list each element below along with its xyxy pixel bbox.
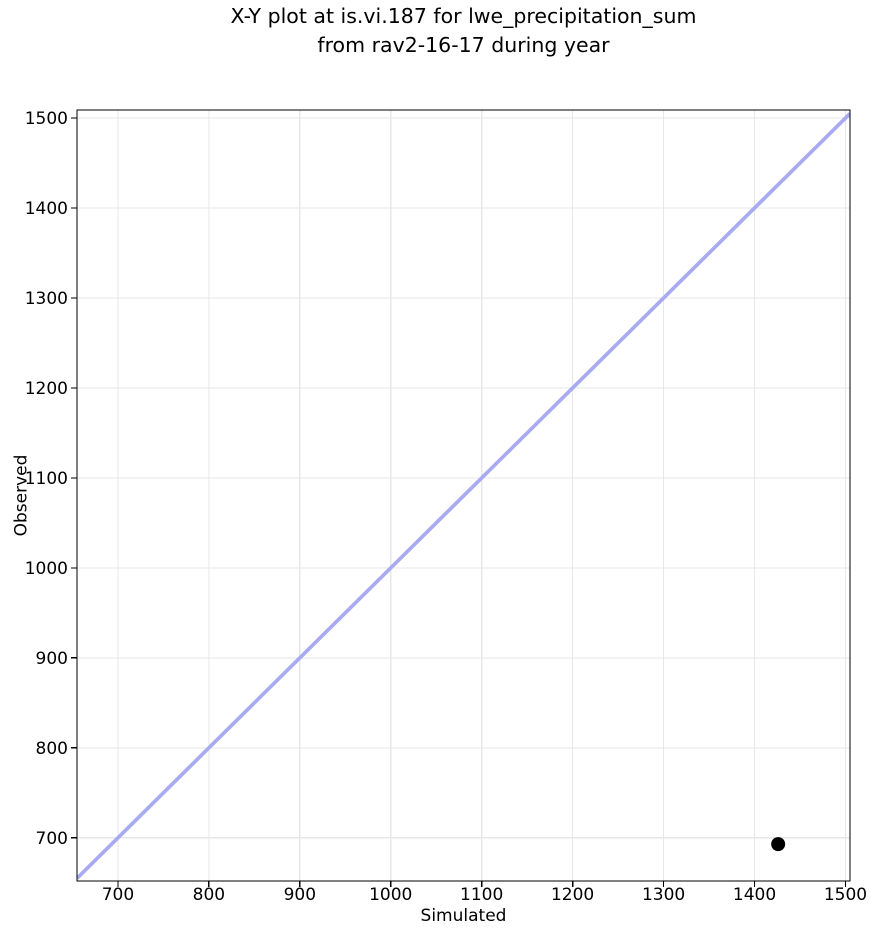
data-point (771, 837, 786, 852)
y-axis-label: Observed (12, 455, 32, 537)
y-tick-label-1000: 1000 (25, 559, 68, 579)
x-tick-label-800: 800 (193, 885, 225, 905)
one-to-one-line (77, 112, 850, 880)
chart-title-line-2: from rav2-16-17 during year (317, 33, 610, 57)
x-tick-label-1100: 1100 (460, 885, 503, 905)
x-tick-label-1200: 1200 (551, 885, 594, 905)
x-tick-label-900: 900 (284, 885, 316, 905)
y-tick-label-1300: 1300 (25, 289, 68, 309)
x-tick-label-1300: 1300 (642, 885, 685, 905)
x-axis-label: Simulated (421, 906, 507, 926)
chart-title-line-1: X-Y plot at is.vi.187 for lwe_precipitat… (230, 4, 697, 28)
y-tick-label-900: 900 (36, 649, 68, 669)
chart-title: X-Y plot at is.vi.187 for lwe_precipitat… (77, 2, 850, 60)
y-tick-label-1100: 1100 (25, 469, 68, 489)
y-tick-label-1500: 1500 (25, 109, 68, 129)
y-tick-label-800: 800 (36, 739, 68, 759)
y-tick-label-1200: 1200 (25, 379, 68, 399)
y-tick-label-1400: 1400 (25, 199, 68, 219)
y-tick-label-700: 700 (36, 829, 68, 849)
x-tick-label-1500: 1500 (824, 885, 867, 905)
axes-spines (76, 109, 851, 882)
x-tick-label-1400: 1400 (733, 885, 776, 905)
x-tick-label-700: 700 (102, 885, 134, 905)
x-tick-label-1000: 1000 (369, 885, 412, 905)
